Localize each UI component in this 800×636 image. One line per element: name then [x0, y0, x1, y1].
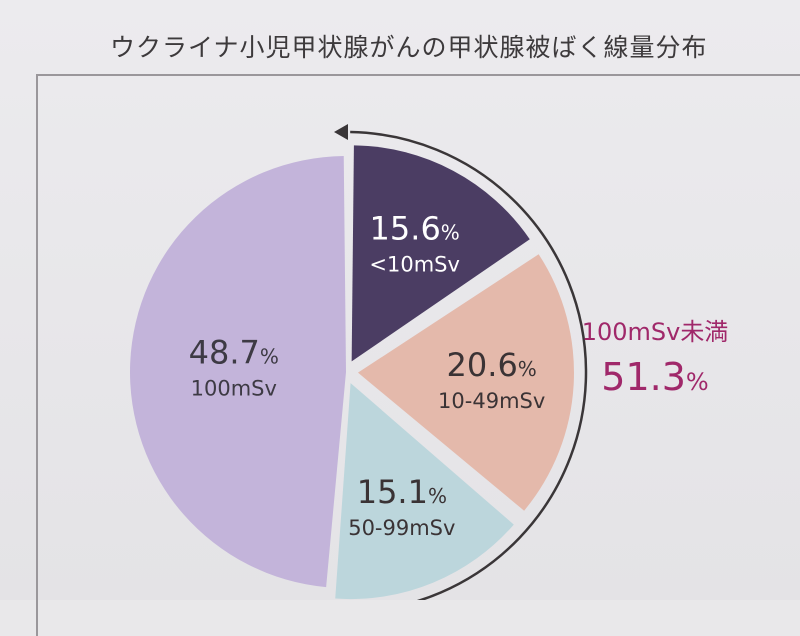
- slice-category-label-3: 100mSv: [191, 376, 277, 400]
- chart-title: ウクライナ小児甲状腺がんの甲状腺被ばく線量分布: [110, 33, 708, 62]
- annotation-label: 100mSv未満: [582, 318, 729, 346]
- bracket-arc: [350, 130, 588, 600]
- slice-value-label-0: 15.6%: [370, 209, 460, 247]
- figure-frame: [36, 74, 800, 636]
- slice-category-label-1: 10-49mSv: [438, 389, 545, 413]
- slice-value-label-1: 20.6%: [447, 346, 537, 384]
- pie-chart: 15.6% <10mSv 20.6% 10-49mSv 15.1% 50-99mSv 48.…: [129, 124, 729, 600]
- pie-slice-3: [129, 156, 346, 588]
- slice-value-label-3: 48.7%: [189, 333, 279, 371]
- slice-category-label-0: <10mSv: [369, 252, 460, 276]
- annotation-value: 51.3%: [601, 355, 708, 399]
- slice-value-label-2: 15.1%: [357, 473, 447, 511]
- arrowhead-top: [334, 124, 348, 140]
- pie-slice-2: [335, 383, 514, 600]
- pie-slice-0: [351, 145, 530, 362]
- pie-slice-1: [357, 254, 574, 511]
- slice-category-label-2: 50-99mSv: [348, 516, 455, 540]
